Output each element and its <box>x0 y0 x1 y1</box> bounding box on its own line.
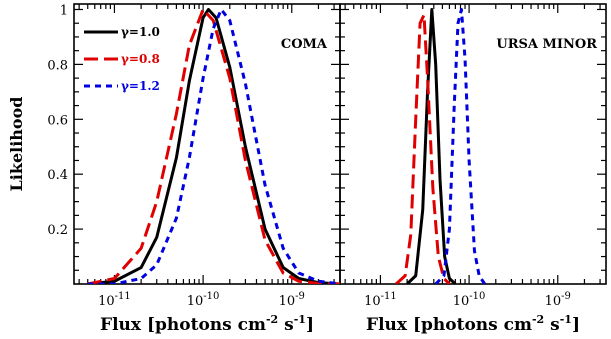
ursa-minor-x-axis-label: Flux [photons cm-2 s-1] <box>366 313 580 335</box>
legend-label-gamma-1-0: γ=1.0 <box>121 25 160 39</box>
coma-x-tick-label: 10-11 <box>98 291 131 309</box>
coma-series-gamma-0-8 <box>87 7 340 284</box>
ursa-minor-series-gamma-0-8 <box>395 13 451 284</box>
ursa-minor-x-tick-label: 10-9 <box>545 291 571 309</box>
y-tick-label: 0.8 <box>47 58 68 73</box>
coma-ticks: 10-11 10-10 10-9 0.2 0.4 0.6 0.8 1 <box>47 3 340 309</box>
coma-panel-title: COMA <box>281 37 328 52</box>
legend-label-gamma-1-2: γ=1.2 <box>121 79 160 93</box>
y-tick-label: 1 <box>60 3 68 18</box>
legend: γ=1.0 γ=0.8 γ=1.2 <box>84 25 160 93</box>
y-axis-label: Likelihood <box>7 97 26 192</box>
ursa-minor-x-tick-label: 10-11 <box>364 291 397 309</box>
ursa-minor-series-gamma-1-2 <box>434 7 486 284</box>
coma-x-axis-label: Flux [photons cm-2 s-1] <box>100 313 314 335</box>
y-tick-label: 0.4 <box>47 168 68 183</box>
coma-x-tick-label: 10-9 <box>279 291 305 309</box>
coma-x-tick-label: 10-10 <box>187 291 220 309</box>
ursa-minor-panel-title: URSA MINOR <box>496 37 597 52</box>
coma-series-gamma-1-0 <box>87 7 340 284</box>
coma-curves <box>87 7 340 284</box>
ursa-minor-panel-frame <box>339 3 607 285</box>
ursa-minor-x-tick-label: 10-10 <box>453 291 486 309</box>
y-tick-label: 0.2 <box>47 223 68 238</box>
ursa-minor-series-gamma-1-0 <box>406 7 457 284</box>
ursa-minor-curves <box>395 7 486 284</box>
legend-label-gamma-0-8: γ=0.8 <box>121 52 160 66</box>
ursa-minor-ticks: 10-11 10-10 10-9 <box>340 4 606 309</box>
y-tick-label: 0.6 <box>47 113 68 128</box>
